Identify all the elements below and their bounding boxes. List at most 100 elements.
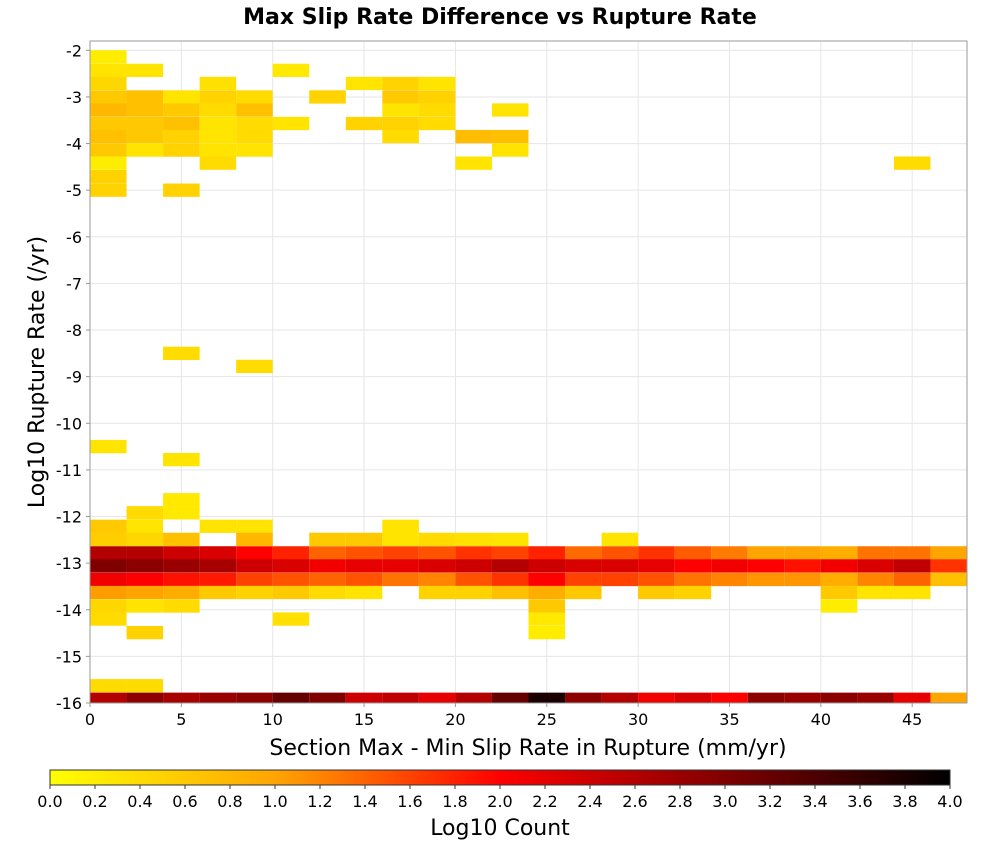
heatmap-cell bbox=[126, 585, 164, 600]
heatmap-cell bbox=[199, 129, 237, 144]
heatmap-cell bbox=[638, 572, 675, 587]
heatmap-cell bbox=[857, 559, 894, 573]
y-tick-label: -10 bbox=[56, 414, 82, 433]
heatmap-cell bbox=[126, 559, 164, 573]
heatmap-cell bbox=[90, 439, 127, 454]
heatmap-cell bbox=[163, 143, 200, 157]
heatmap-cell bbox=[90, 170, 127, 184]
heatmap-cell bbox=[857, 585, 894, 600]
heatmap-cell bbox=[418, 692, 456, 703]
heatmap-cell bbox=[163, 506, 200, 520]
heatmap-cell bbox=[674, 546, 712, 560]
heatmap-cell bbox=[163, 532, 200, 547]
heatmap-cell bbox=[820, 559, 858, 573]
heatmap-cell bbox=[784, 559, 821, 573]
heatmap-cell bbox=[163, 116, 200, 131]
heatmap-cell bbox=[272, 585, 310, 600]
heatmap-cell bbox=[90, 559, 127, 573]
colorbar-tick-label: 1.2 bbox=[307, 792, 332, 811]
heatmap-cell bbox=[491, 572, 529, 587]
heatmap-cell bbox=[418, 90, 456, 104]
heatmap-cell bbox=[126, 129, 164, 144]
heatmap-cell bbox=[382, 532, 419, 547]
colorbar-tick-label: 0.6 bbox=[172, 792, 197, 811]
heatmap-cell bbox=[491, 692, 529, 703]
heatmap-cell bbox=[90, 76, 127, 91]
heatmap-cell bbox=[236, 559, 273, 573]
heatmap-cell bbox=[126, 519, 164, 533]
heatmap-cell bbox=[382, 559, 419, 573]
heatmap-cell bbox=[309, 546, 346, 560]
heatmap-cell bbox=[418, 572, 456, 587]
heatmap-cell bbox=[857, 546, 894, 560]
heatmap-cell bbox=[893, 559, 931, 573]
heatmap-cell bbox=[528, 572, 566, 587]
heatmap-cell bbox=[930, 546, 967, 560]
colorbar-tick-label: 2.4 bbox=[577, 792, 602, 811]
heatmap-cell bbox=[199, 116, 237, 131]
heatmap-cell bbox=[199, 103, 237, 117]
heatmap-cell bbox=[236, 532, 273, 547]
heatmap-cell bbox=[455, 585, 492, 600]
heatmap-cell bbox=[272, 692, 310, 703]
heatmap-cell bbox=[820, 585, 858, 600]
heatmap-cell bbox=[236, 546, 273, 560]
heatmap-cell bbox=[601, 572, 639, 587]
heatmap-cell bbox=[711, 559, 748, 573]
heatmap-cell bbox=[272, 612, 310, 626]
y-tick-label: -11 bbox=[56, 461, 82, 480]
heatmap-cell bbox=[857, 572, 894, 587]
y-tick-label: -5 bbox=[66, 181, 82, 200]
heatmap-cell bbox=[236, 143, 273, 157]
x-tick-label: 45 bbox=[902, 710, 922, 729]
heatmap-cell bbox=[163, 585, 200, 600]
heatmap-cell bbox=[711, 692, 748, 703]
heatmap-cell bbox=[272, 572, 310, 587]
heatmap-cell bbox=[747, 559, 785, 573]
colorbar bbox=[49, 769, 951, 786]
heatmap-cell bbox=[711, 572, 748, 587]
x-tick-label: 25 bbox=[537, 710, 557, 729]
heatmap-cell bbox=[90, 129, 127, 144]
x-tick-label: 40 bbox=[811, 710, 831, 729]
colorbar-tick-label: 3.0 bbox=[712, 792, 737, 811]
colorbar-tick-label: 0.2 bbox=[82, 792, 107, 811]
heatmap-cell bbox=[893, 156, 931, 170]
heatmap-cell bbox=[345, 546, 383, 560]
heatmap-cell bbox=[345, 76, 383, 91]
heatmap-cell bbox=[199, 692, 237, 703]
heatmap-cell bbox=[382, 116, 419, 131]
y-tick-label: -13 bbox=[56, 554, 82, 573]
heatmap-cell bbox=[163, 346, 200, 360]
heatmap-cell bbox=[90, 90, 127, 104]
heatmap-cell bbox=[90, 532, 127, 547]
heatmap-cell bbox=[163, 183, 200, 197]
heatmap-cell bbox=[674, 559, 712, 573]
heatmap-cell bbox=[90, 63, 127, 78]
heatmap-cell bbox=[90, 103, 127, 117]
heatmap-cell bbox=[126, 572, 164, 587]
heatmap-cell bbox=[272, 63, 310, 78]
heatmap-cell bbox=[199, 156, 237, 170]
x-tick-label: 0 bbox=[85, 710, 95, 729]
heatmap-cell bbox=[272, 559, 310, 573]
heatmap-cell bbox=[820, 546, 858, 560]
heatmap-cell bbox=[236, 116, 273, 131]
heatmap-cell bbox=[638, 559, 675, 573]
heatmap-cell bbox=[199, 572, 237, 587]
colorbar-tick-label: 2.2 bbox=[532, 792, 557, 811]
colorbar-tick-label: 2.6 bbox=[622, 792, 647, 811]
y-axis-ticks: -2 -3 -4 -5 -6 -7 -8 -9 -10 -11 -12 -13 -14 -15 -16 bbox=[56, 41, 90, 713]
heatmap-cell bbox=[236, 519, 273, 533]
heatmap-cell bbox=[163, 90, 200, 104]
chart-title: Max Slip Rate Difference vs Rupture Rate bbox=[243, 5, 757, 30]
colorbar-tick-label: 0.8 bbox=[217, 792, 242, 811]
colorbar-tick-label: 3.6 bbox=[847, 792, 872, 811]
heatmap-cell bbox=[528, 585, 566, 600]
heatmap-cell bbox=[930, 572, 967, 587]
heatmap-cell bbox=[199, 90, 237, 104]
x-axis-ticks: 0 5 10 15 20 25 30 35 40 45 bbox=[85, 703, 922, 729]
colorbar-tick-label: 0.0 bbox=[37, 792, 62, 811]
heatmap-cell bbox=[163, 572, 200, 587]
